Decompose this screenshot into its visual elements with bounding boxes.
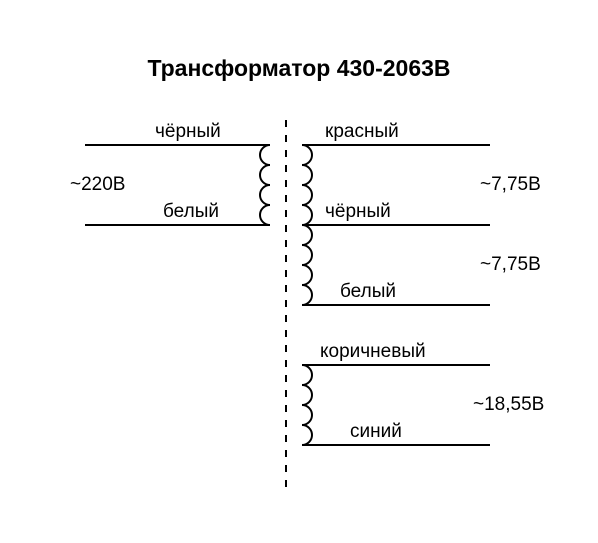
diagram-page: { "title": {"text":"Трансформатор 430-20… [0,0,598,543]
primary-voltage-label: ~220В [70,174,125,196]
primary-bot-wire-label: белый [163,201,219,223]
sec1-top-wire-label: красный [325,121,399,143]
sec3-voltage-label: ~18,55В [473,394,544,416]
primary-top-wire-label: чёрный [155,121,221,143]
sec2-voltage-label: ~7,75В [480,254,541,276]
sec1-voltage-label: ~7,75В [480,174,541,196]
sec3-top-wire-label: коричневый [320,341,426,363]
sec2-bot-wire-label: белый [340,281,396,303]
sec1-bot-wire-label: чёрный [325,201,391,223]
sec3-bot-wire-label: синий [350,421,402,443]
